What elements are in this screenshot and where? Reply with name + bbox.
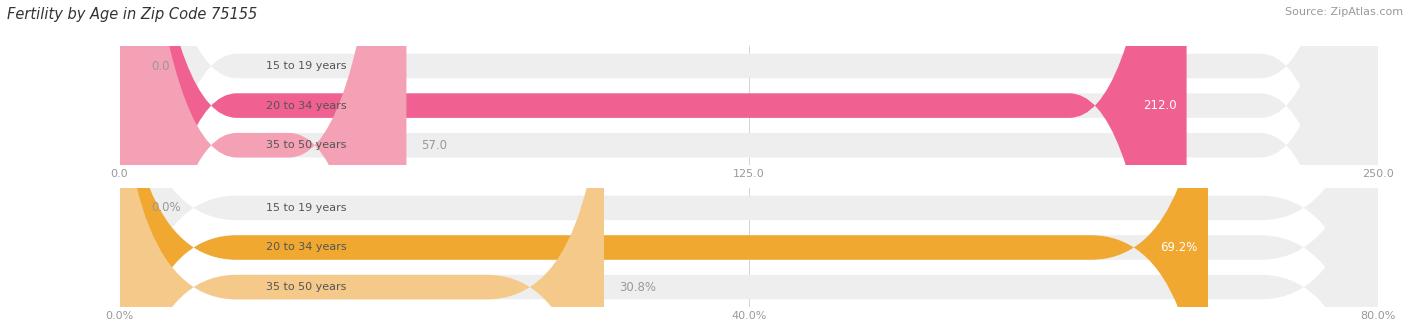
Text: Source: ZipAtlas.com: Source: ZipAtlas.com — [1285, 7, 1403, 16]
Text: 0.0: 0.0 — [150, 59, 170, 73]
Text: 30.8%: 30.8% — [619, 280, 657, 294]
FancyBboxPatch shape — [120, 0, 406, 330]
Text: 69.2%: 69.2% — [1160, 241, 1198, 254]
Text: 212.0: 212.0 — [1143, 99, 1177, 112]
FancyBboxPatch shape — [120, 0, 1187, 330]
Text: 57.0: 57.0 — [422, 139, 447, 152]
Text: 35 to 50 years: 35 to 50 years — [266, 282, 347, 292]
FancyBboxPatch shape — [120, 5, 605, 330]
Text: 20 to 34 years: 20 to 34 years — [266, 101, 347, 111]
FancyBboxPatch shape — [120, 0, 1378, 330]
FancyBboxPatch shape — [120, 0, 1378, 330]
FancyBboxPatch shape — [120, 5, 1378, 330]
Text: 15 to 19 years: 15 to 19 years — [266, 203, 347, 213]
FancyBboxPatch shape — [120, 0, 1378, 330]
FancyBboxPatch shape — [120, 0, 1208, 330]
Text: 15 to 19 years: 15 to 19 years — [266, 61, 347, 71]
FancyBboxPatch shape — [120, 0, 1378, 330]
Text: Fertility by Age in Zip Code 75155: Fertility by Age in Zip Code 75155 — [7, 7, 257, 21]
Text: 35 to 50 years: 35 to 50 years — [266, 140, 347, 150]
FancyBboxPatch shape — [120, 0, 1378, 330]
Text: 20 to 34 years: 20 to 34 years — [266, 243, 347, 252]
Text: 0.0%: 0.0% — [150, 201, 180, 214]
